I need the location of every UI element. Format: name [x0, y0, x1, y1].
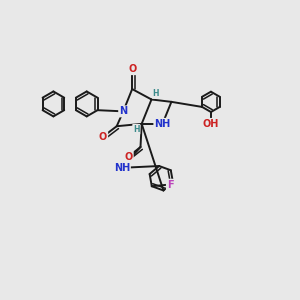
Text: H: H	[153, 89, 159, 98]
Text: H: H	[133, 125, 140, 134]
Text: OH: OH	[203, 119, 219, 129]
Text: O: O	[128, 64, 136, 74]
Text: F: F	[167, 180, 173, 190]
Text: NH: NH	[154, 119, 171, 129]
Text: O: O	[99, 132, 107, 142]
Text: NH: NH	[114, 163, 130, 173]
Text: O: O	[124, 152, 133, 161]
Text: N: N	[119, 106, 127, 116]
